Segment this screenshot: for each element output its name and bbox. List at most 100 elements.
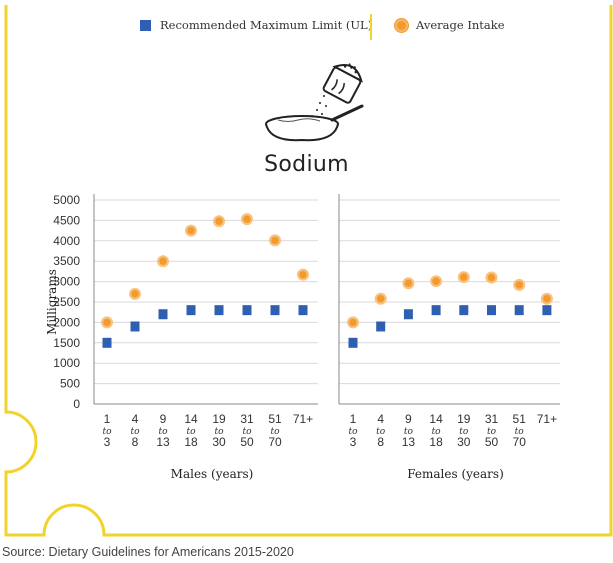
ul-point-males — [214, 305, 224, 316]
avg-point-males — [271, 236, 279, 245]
y-tick-label: 0 — [73, 397, 80, 411]
x-tick-label: 3 — [350, 435, 357, 449]
x-tick-label: to — [404, 427, 414, 437]
avg-point-males — [243, 215, 251, 223]
x-tick-label: to — [459, 427, 469, 437]
x-tick-label: 8 — [377, 435, 384, 449]
chart-area: 0 500 1000 1500 2000 2500 3000 3500 4000 4500 5000… — [45, 193, 560, 481]
y-tick-label: 500 — [60, 377, 80, 391]
legend-item-avg: Average Intake — [395, 18, 505, 32]
salt-shaker-icon — [322, 63, 363, 104]
x-tick-label: to — [487, 427, 497, 437]
x-tick-label: 51 — [513, 412, 527, 426]
x-tick-label: 4 — [132, 412, 139, 426]
axes-layer — [93, 194, 560, 405]
avg-point-males — [299, 270, 307, 279]
chart-title: Sodium — [264, 152, 349, 177]
legend-divider — [370, 14, 372, 40]
ul-point-males — [242, 305, 252, 316]
salt-shaker-bowl-icon — [265, 63, 364, 142]
avg-point-females — [487, 273, 496, 282]
ul-point-females — [542, 305, 552, 316]
x-tick-label: to — [130, 427, 140, 437]
y-axis-title: Milligrams — [45, 269, 59, 335]
ul-point-females — [514, 305, 524, 316]
avg-point-females — [515, 281, 523, 289]
x-tick-label: 13 — [402, 435, 416, 449]
grid-layer — [94, 199, 560, 385]
x-tick-label: 31 — [485, 412, 499, 426]
x-tick-label: 71+ — [293, 412, 313, 426]
y-tick-label: 2500 — [53, 295, 80, 309]
x-tick-label: 19 — [212, 412, 226, 426]
ul-point-females — [459, 305, 469, 316]
legend: Recommended Maximum Limit (UL) Average I… — [0, 18, 613, 38]
avg-point-males — [215, 217, 223, 226]
x-axis-title-males: Males (years) — [171, 467, 254, 481]
avg-point-females — [376, 294, 385, 303]
avg-point-females — [432, 277, 440, 285]
x-tick-label: 19 — [457, 412, 471, 426]
x-tick-label: 50 — [240, 435, 254, 449]
x-tick-label: to — [102, 427, 112, 437]
bowl-icon — [265, 104, 364, 142]
x-axis-title-females: Females (years) — [407, 467, 504, 481]
y-tick-label: 2000 — [53, 315, 80, 329]
ul-point-females — [487, 305, 496, 316]
source-caption: Source: Dietary Guidelines for Americans… — [2, 545, 294, 559]
x-tick-label: to — [348, 427, 358, 437]
x-tick-label: 18 — [429, 435, 443, 449]
x-tick-label: 30 — [457, 435, 471, 449]
legend-item-ul: Recommended Maximum Limit (UL) — [140, 18, 372, 32]
x-tick-label: 51 — [268, 412, 282, 426]
x-tick-label: to — [376, 427, 386, 437]
x-tick-label: to — [242, 427, 252, 437]
x-tick-label: 8 — [132, 435, 139, 449]
legend-square-icon — [140, 19, 151, 31]
x-tick-label: to — [270, 427, 280, 437]
ul-point-males — [130, 321, 140, 332]
frame-border — [4, 5, 613, 537]
x-tick-label: 18 — [184, 435, 198, 449]
ul-point-males — [270, 305, 280, 316]
x-tick-label: 9 — [405, 412, 412, 426]
y-tick-label: 4500 — [53, 213, 80, 227]
x-tick-label: 4 — [377, 412, 384, 426]
marks-layer — [101, 213, 553, 348]
x-tick-label: to — [432, 427, 442, 437]
x-tick-label: 1 — [104, 412, 111, 426]
x-tick-label: to — [515, 427, 525, 437]
ul-point-females — [403, 309, 413, 320]
ul-point-males — [102, 337, 112, 348]
x-tick-label: 1 — [350, 412, 357, 426]
avg-point-males — [103, 318, 111, 327]
x-tick-label: to — [158, 427, 168, 437]
y-tick-label: 3500 — [53, 254, 80, 268]
x-tick-label: 71+ — [537, 412, 557, 426]
ul-point-males — [298, 305, 308, 316]
avg-point-females — [543, 294, 551, 303]
x-tick-label: 13 — [156, 435, 170, 449]
legend-circle-icon — [395, 18, 408, 32]
y-tick-label: 1500 — [53, 336, 80, 350]
ul-point-females — [348, 337, 358, 348]
avg-point-females — [404, 279, 413, 288]
avg-point-females — [349, 318, 357, 327]
avg-point-males — [131, 290, 139, 298]
ul-point-females — [376, 321, 386, 332]
x-tick-label: 50 — [485, 435, 499, 449]
x-tick-label: 30 — [212, 435, 226, 449]
ul-point-males — [186, 305, 196, 316]
x-tick-label: 3 — [104, 435, 111, 449]
x-tick-label: 31 — [240, 412, 254, 426]
y-tick-label: 3000 — [53, 275, 80, 289]
avg-point-males — [187, 226, 195, 235]
ul-point-females — [431, 305, 441, 316]
y-tick-label: 4000 — [53, 234, 80, 248]
y-tick-label: 5000 — [53, 193, 80, 207]
x-tick-label: to — [186, 427, 196, 437]
legend-ul-label: Recommended Maximum Limit (UL) — [160, 18, 373, 32]
legend-avg-label: Average Intake — [416, 18, 505, 32]
labels-layer: 0 500 1000 1500 2000 2500 3000 3500 4000 4500 5000… — [45, 193, 557, 481]
